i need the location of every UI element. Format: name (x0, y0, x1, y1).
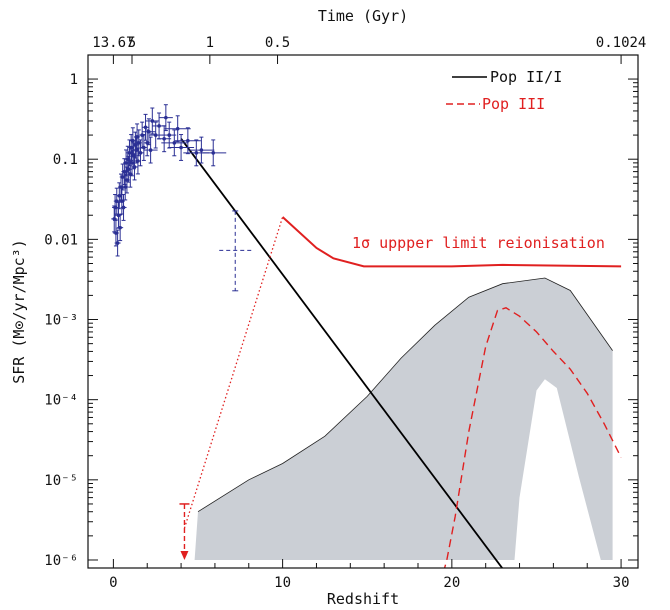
data-marker (153, 133, 158, 137)
data-point (113, 187, 120, 215)
data-point (143, 136, 158, 164)
data-marker (147, 129, 151, 134)
top-tick-label: 0.1024 (596, 35, 647, 51)
data-marker (136, 159, 140, 163)
data-marker (199, 148, 204, 152)
x-tick-label: 10 (274, 575, 291, 591)
data-marker (125, 178, 129, 182)
data-marker (136, 141, 141, 145)
data-marker (113, 205, 117, 210)
x-axis-title: Redshift (327, 590, 399, 608)
data-marker (138, 151, 143, 155)
data-marker (186, 138, 190, 143)
pop3-range-band (194, 278, 613, 560)
data-marker (135, 135, 139, 139)
data-point (158, 104, 173, 132)
x-tick-label: 0 (109, 575, 117, 591)
data-marker (123, 185, 128, 189)
y-tick-label: 10⁻⁴ (44, 393, 78, 409)
data-marker (120, 199, 124, 203)
data-marker (175, 126, 180, 131)
data-point (183, 139, 210, 167)
reionisation-limit-annotation: 1σ uppper limit reionisation (352, 234, 605, 252)
pop3-band-layer (194, 277, 613, 560)
y-tick-label: 0.01 (44, 232, 78, 248)
observations-layer (111, 104, 252, 292)
data-marker (118, 225, 122, 230)
data-marker (131, 138, 135, 143)
data-marker (130, 161, 134, 165)
data-marker (114, 231, 118, 235)
legend-label-pop3: Pop III (482, 95, 545, 113)
legend-label-pop2: Pop II/I (490, 68, 562, 86)
data-marker (127, 151, 132, 155)
x-tick-label: 30 (613, 575, 630, 591)
data-marker (172, 141, 177, 145)
ticks-layer: 0 10 20 30 1 0.1 0.01 10⁻³ 10⁻⁴ 10⁻⁵ 10⁻⁶ 13.675 1 0.… (44, 35, 646, 591)
y-tick-label: 10⁻⁵ (44, 473, 78, 489)
data-marker (145, 141, 150, 145)
y-tick-label: 1 (70, 72, 78, 88)
series-layer (179, 138, 622, 568)
data-marker (150, 119, 155, 123)
data-point (188, 136, 215, 164)
data-point (134, 123, 141, 151)
top-axis-title: Time (Gyr) (318, 7, 408, 25)
data-marker (179, 145, 183, 150)
data-marker (143, 125, 148, 130)
data-point (137, 139, 144, 167)
data-point (141, 118, 156, 146)
data-point (145, 107, 160, 135)
data-marker (117, 193, 122, 198)
x-tick-label: 20 (443, 575, 460, 591)
pop3-band-outline (197, 277, 613, 513)
data-point (117, 214, 124, 242)
data-marker (148, 148, 153, 152)
data-marker (126, 167, 131, 172)
data-marker (120, 175, 125, 179)
data-point (135, 129, 142, 157)
series-line-pop2 (180, 138, 504, 568)
data-marker (142, 145, 146, 150)
data-point (125, 155, 132, 183)
data-marker (167, 133, 172, 137)
data-marker (122, 169, 127, 174)
upper-limit-arrowhead (180, 550, 189, 560)
top-tick-label: 0.5 (265, 35, 290, 51)
data-point (164, 115, 191, 143)
data-marker (162, 136, 166, 141)
data-marker (129, 145, 133, 150)
data-point (161, 129, 188, 157)
y-tick-label: 10⁻³ (44, 313, 78, 329)
data-point (219, 210, 252, 292)
data-point (174, 127, 201, 155)
top-tick-label: 1 (206, 35, 214, 51)
plot-frame (87, 54, 639, 569)
data-marker (164, 115, 168, 120)
y-tick-label: 0.1 (53, 152, 78, 168)
data-marker (121, 205, 126, 210)
y-axis-title: SFR (M⊙/yr/Mpc³) (10, 239, 28, 384)
data-point (120, 194, 127, 221)
legend: Pop II/I Pop III (446, 68, 562, 113)
data-point (114, 229, 121, 257)
top-tick-label: 5 (128, 35, 136, 51)
data-point (200, 139, 227, 167)
y-tick-label: 10⁻⁶ (44, 553, 78, 569)
data-marker (194, 151, 199, 155)
top-tick-label: 13.67 (92, 35, 134, 51)
series-line-pop3 (443, 307, 622, 568)
data-marker (128, 172, 133, 176)
data-point (168, 134, 195, 161)
data-marker (211, 151, 216, 155)
data-marker (157, 124, 161, 128)
data-marker (132, 165, 137, 169)
series-line-reionisation-limit (281, 216, 622, 268)
data-marker (115, 241, 120, 245)
data-marker (124, 161, 128, 165)
data-point (148, 121, 163, 149)
